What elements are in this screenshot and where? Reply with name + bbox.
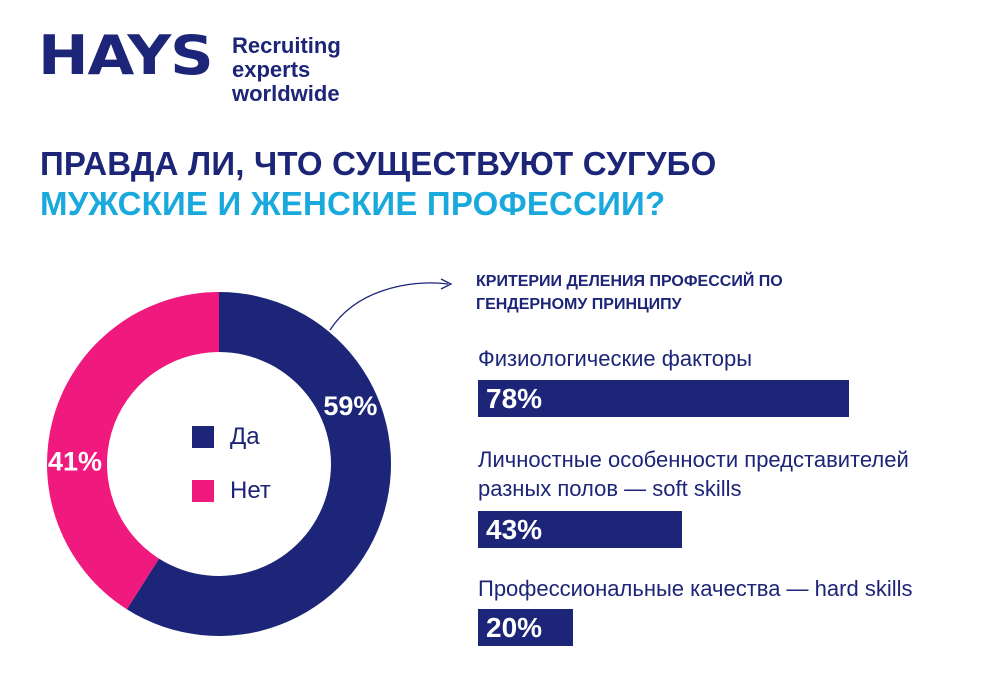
donut-slices	[46, 292, 391, 636]
bar-physiological: 78%	[478, 380, 849, 417]
criteria-title-line-1: КРИТЕРИИ ДЕЛЕНИЯ ПРОФЕССИЙ ПО	[476, 273, 783, 290]
bar-value-label: 20%	[486, 612, 543, 643]
tagline-line-2: worldwide	[232, 81, 340, 106]
bar-label-hard-skills: Профессиональные качества — hard skills	[478, 574, 968, 603]
criteria-title: КРИТЕРИИ ДЕЛЕНИЯ ПРОФЕССИЙ ПО ГЕНДЕРНОМУ…	[476, 270, 783, 316]
legend-swatch-yes	[192, 426, 214, 448]
criteria-title-line-2: ГЕНДЕРНОМУ ПРИНЦИПУ	[476, 296, 682, 313]
donut-value-label-no: 41%	[48, 446, 102, 476]
arrow-line	[329, 282, 449, 331]
connector-arrow	[329, 278, 453, 331]
title-line-2: МУЖСКИЕ И ЖЕНСКИЕ ПРОФЕССИИ?	[40, 185, 666, 222]
donut-slice-yes	[126, 292, 391, 636]
donut-value-label-yes: 59%	[323, 391, 377, 421]
logo-wordmark: HAYS	[38, 24, 214, 87]
bar-label-line: Профессиональные качества — hard skills	[478, 576, 913, 601]
bar-label-line: разных полов — soft skills	[478, 476, 742, 501]
logo-tagline: Recruiting experts worldwide	[232, 34, 341, 106]
bar-soft-skills: 43%	[478, 511, 682, 548]
donut-legend: Да Нет	[192, 422, 271, 530]
arrow-head	[440, 278, 453, 290]
donut-value-labels: 59% 41%	[48, 391, 377, 476]
donut-slice-no	[46, 292, 219, 610]
legend-item-yes: Да	[192, 422, 271, 452]
tagline-line-1: Recruiting experts	[232, 33, 341, 82]
legend-label-yes: Да	[230, 423, 260, 450]
legend-swatch-no	[192, 480, 214, 502]
bar-hard-skills: 20%	[478, 609, 573, 646]
title-line-1: ПРАВДА ЛИ, ЧТО СУЩЕСТВУЮТ СУГУБО	[40, 145, 717, 182]
bar-value-label: 43%	[486, 514, 543, 545]
bar-label-soft-skills: Личностные особенности представителей ра…	[478, 445, 968, 503]
bar-label-line: Личностные особенности представителей	[478, 447, 909, 472]
page-title: ПРАВДА ЛИ, ЧТО СУЩЕСТВУЮТ СУГУБО МУЖСКИЕ…	[40, 144, 716, 224]
bar-label-physiological: Физиологические факторы	[478, 344, 968, 373]
bar-label-line: Физиологические факторы	[478, 346, 753, 371]
legend-item-no: Нет	[192, 476, 271, 506]
legend-label-no: Нет	[230, 477, 271, 504]
bar-value-label: 78%	[486, 383, 543, 414]
